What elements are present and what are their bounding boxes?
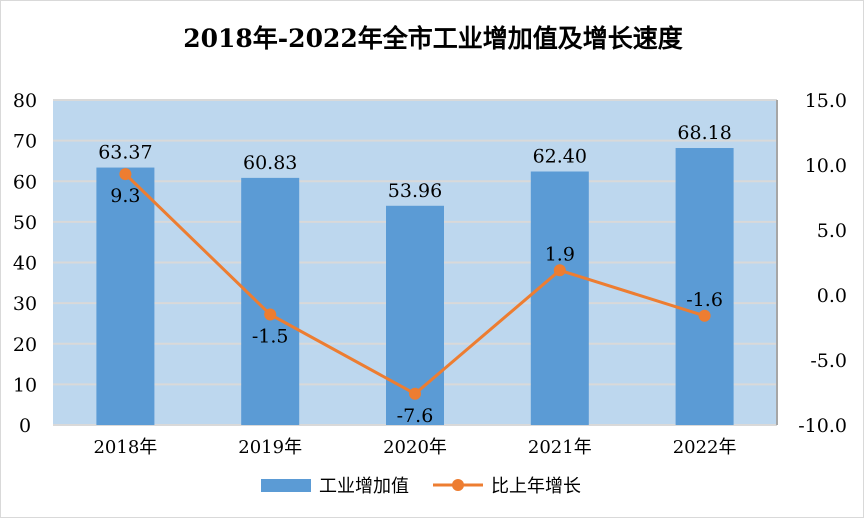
left-axis-tick: 80	[13, 90, 37, 112]
growth-point	[264, 308, 277, 321]
x-axis-tick: 2021年	[528, 437, 592, 458]
legend-bar-swatch	[261, 479, 311, 492]
left-axis-tick: 0	[19, 415, 31, 437]
x-axis-tick: 2019年	[238, 437, 302, 458]
growth-value-label: -7.6	[397, 405, 434, 427]
left-axis-tick: 10	[13, 374, 37, 396]
bar	[530, 171, 589, 425]
chart-title: 2018年-2022年全市工业增加值及增长速度	[183, 24, 683, 53]
left-axis-tick: 20	[13, 334, 37, 356]
right-axis-tick: 5.0	[817, 220, 847, 242]
x-axis-tick: 2022年	[673, 437, 737, 458]
right-axis-tick: 0.0	[817, 285, 847, 307]
growth-value-label: 1.9	[545, 243, 575, 265]
bar-value-label: 53.96	[388, 180, 442, 202]
legend-line-marker	[452, 479, 464, 491]
legend: 工业增加值 比上年增长	[261, 476, 581, 497]
right-axis-tick: 15.0	[805, 90, 847, 112]
left-axis-tick: 40	[13, 253, 37, 275]
bar-value-label: 62.40	[533, 146, 587, 168]
bar-value-label: 63.37	[98, 142, 152, 164]
growth-value-label: 9.3	[110, 185, 140, 207]
bar	[675, 148, 734, 426]
x-axis-tick: 2018年	[93, 437, 157, 458]
left-axis-tick: 60	[13, 171, 37, 193]
x-axis-tick: 2020年	[383, 437, 447, 458]
right-axis-tick: -10.0	[798, 415, 847, 437]
bar-value-label: 60.83	[243, 152, 297, 174]
bar	[241, 177, 300, 425]
legend-line-label: 比上年增长	[491, 476, 581, 497]
growth-point	[409, 387, 421, 400]
left-axis-tick: 50	[13, 212, 37, 234]
right-axis-tick: 10.0	[805, 155, 847, 177]
left-axis-tick: 70	[13, 131, 37, 153]
growth-value-label: -1.6	[686, 289, 723, 311]
growth-point	[553, 264, 566, 277]
left-axis-tick: 30	[13, 293, 37, 315]
bar-value-label: 68.18	[677, 122, 731, 144]
growth-value-label: -1.5	[252, 326, 289, 348]
bar	[96, 167, 155, 425]
right-axis-tick: -5.0	[810, 350, 847, 372]
growth-point	[119, 168, 132, 181]
legend-bar-label: 工业增加值	[319, 476, 409, 497]
growth-point	[698, 309, 711, 322]
